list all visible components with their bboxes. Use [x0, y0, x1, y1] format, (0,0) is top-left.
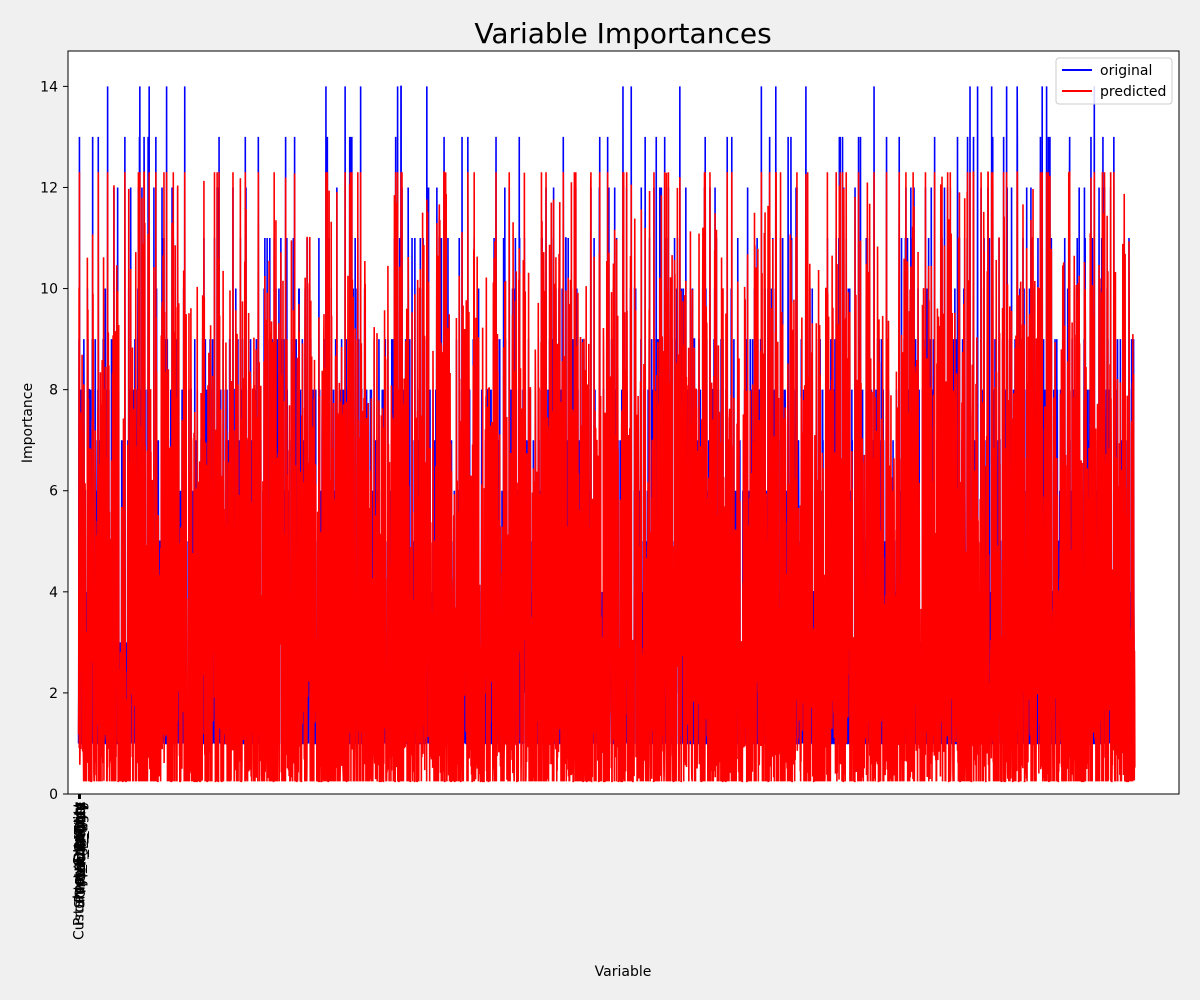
x-axis-label: Variable: [595, 964, 652, 980]
x-tick-label: Profit_Margin: [73, 802, 89, 893]
y-tick-label: 2: [49, 686, 58, 702]
y-axis-label: Importance: [20, 383, 36, 463]
y-tick-label: 10: [40, 282, 58, 298]
y-axis: 0 2 4 6 8 10 12 14: [40, 79, 68, 803]
x-tick-label: Region: [72, 802, 88, 850]
axes-frame: [67, 50, 1180, 795]
x-tick-label: Discount: [72, 801, 88, 863]
x-axis: Product_CategoryCustomer_SegmentDiscount…: [72, 794, 90, 940]
x-tick-label: Product_Category: [72, 802, 88, 926]
legend-label-predicted: predicted: [1100, 84, 1166, 100]
series-layer: [77, 85, 1136, 783]
y-tick-label: 8: [49, 383, 58, 399]
x-tick-label: Order_Priority: [73, 802, 89, 899]
x-tick-label: Shipping_Mode: [72, 802, 88, 908]
legend: original predicted: [1055, 57, 1173, 105]
x-tick-label: Payment_Type: [73, 802, 89, 902]
y-tick-label: 4: [49, 585, 58, 601]
x-tick-label: Unit_Price: [73, 802, 89, 872]
legend-label-original: original: [1100, 63, 1152, 79]
y-tick-label: 6: [49, 484, 58, 500]
y-tick-label: 0: [49, 787, 58, 803]
x-tick-label: Return_Flag: [74, 802, 90, 885]
y-tick-label: 12: [40, 180, 58, 196]
chart-title: Variable Importances: [474, 17, 771, 50]
x-tick-label: Ship_Cost: [73, 802, 89, 871]
series-line-predicted: [77, 171, 1136, 783]
x-tick-label: Customer_Segment: [72, 802, 88, 941]
x-tick-label: Quantity: [72, 802, 88, 863]
y-tick-label: 14: [40, 79, 58, 95]
